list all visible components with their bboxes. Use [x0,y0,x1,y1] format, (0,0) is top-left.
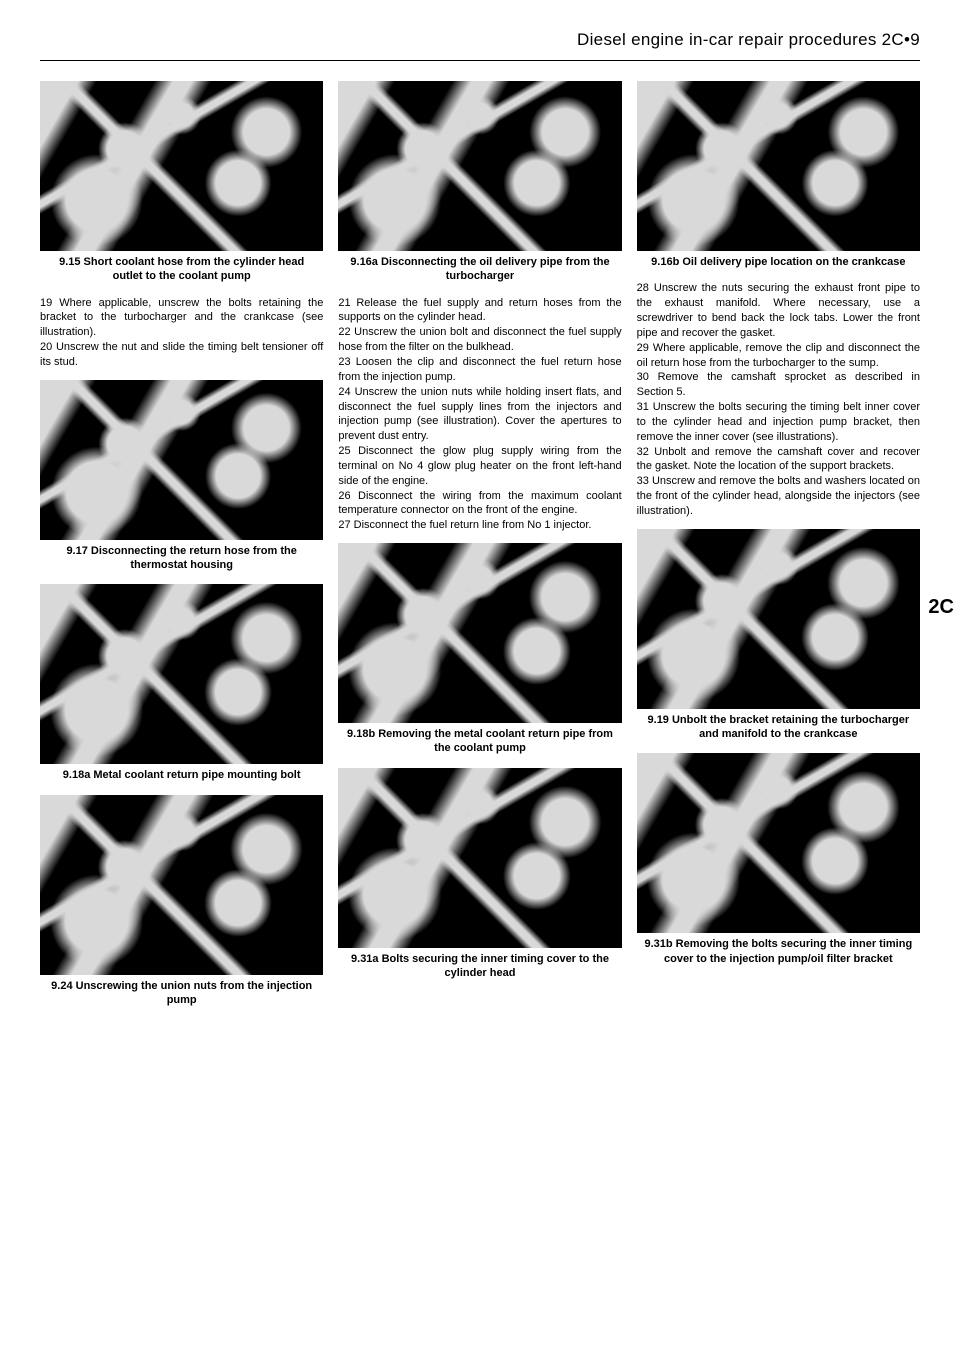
body-text: 19 Where applicable, unscrew the bolts r… [40,296,323,370]
figure-image [40,795,323,975]
para-32: 32 Unbolt and remove the camshaft cover … [637,445,920,475]
figure-caption: 9.31a Bolts securing the inner timing co… [338,952,621,981]
header-rule [40,60,920,61]
figure-caption: 9.16b Oil delivery pipe location on the … [637,255,920,269]
figure-caption: 9.18a Metal coolant return pipe mounting… [40,768,323,782]
para-19: 19 Where applicable, unscrew the bolts r… [40,296,323,341]
figure-9-17: 9.17 Disconnecting the return hose from … [40,380,323,573]
column-1: 9.15 Short coolant hose from the cylinde… [40,81,323,1019]
figure-caption: 9.17 Disconnecting the return hose from … [40,544,323,573]
figure-caption: 9.19 Unbolt the bracket retaining the tu… [637,713,920,742]
figure-caption: 9.16a Disconnecting the oil delivery pip… [338,255,621,284]
figure-caption: 9.31b Removing the bolts securing the in… [637,937,920,966]
para-20: 20 Unscrew the nut and slide the timing … [40,340,323,370]
figure-image [637,753,920,933]
figure-9-16b: 9.16b Oil delivery pipe location on the … [637,81,920,269]
figure-9-24: 9.24 Unscrewing the union nuts from the … [40,795,323,1008]
figure-9-18a: 9.18a Metal coolant return pipe mounting… [40,584,323,782]
column-3: 9.16b Oil delivery pipe location on the … [637,81,920,1019]
para-25: 25 Disconnect the glow plug supply wirin… [338,444,621,489]
para-24: 24 Unscrew the union nuts while holding … [338,385,621,444]
para-21: 21 Release the fuel supply and return ho… [338,296,621,326]
para-30: 30 Remove the camshaft sprocket as descr… [637,370,920,400]
figure-caption: 9.18b Removing the metal coolant return … [338,727,621,756]
side-tab: 2C [922,592,960,623]
figure-9-31a: 9.31a Bolts securing the inner timing co… [338,768,621,981]
figure-image [40,81,323,251]
body-text: 28 Unscrew the nuts securing the exhaust… [637,281,920,519]
para-27: 27 Disconnect the fuel return line from … [338,518,621,533]
main-columns: 9.15 Short coolant hose from the cylinde… [40,81,920,1019]
para-23: 23 Loosen the clip and disconnect the fu… [338,355,621,385]
figure-image [40,584,323,764]
page-header: Diesel engine in-car repair procedures 2… [40,30,920,50]
para-22: 22 Unscrew the union bolt and disconnect… [338,325,621,355]
figure-image [637,81,920,251]
figure-caption: 9.15 Short coolant hose from the cylinde… [40,255,323,284]
figure-9-31b: 9.31b Removing the bolts securing the in… [637,753,920,966]
para-28: 28 Unscrew the nuts securing the exhaust… [637,281,920,340]
figure-9-19: 9.19 Unbolt the bracket retaining the tu… [637,529,920,742]
figure-image [40,380,323,540]
figure-caption: 9.24 Unscrewing the union nuts from the … [40,979,323,1008]
figure-image [338,543,621,723]
para-31: 31 Unscrew the bolts securing the timing… [637,400,920,445]
figure-image [637,529,920,709]
figure-9-16a: 9.16a Disconnecting the oil delivery pip… [338,81,621,284]
figure-9-18b: 9.18b Removing the metal coolant return … [338,543,621,756]
figure-image [338,768,621,948]
figure-image [338,81,621,251]
body-text: 21 Release the fuel supply and return ho… [338,296,621,534]
para-29: 29 Where applicable, remove the clip and… [637,341,920,371]
figure-9-15: 9.15 Short coolant hose from the cylinde… [40,81,323,284]
para-33: 33 Unscrew and remove the bolts and wash… [637,474,920,519]
column-2: 9.16a Disconnecting the oil delivery pip… [338,81,621,1019]
para-26: 26 Disconnect the wiring from the maximu… [338,489,621,519]
